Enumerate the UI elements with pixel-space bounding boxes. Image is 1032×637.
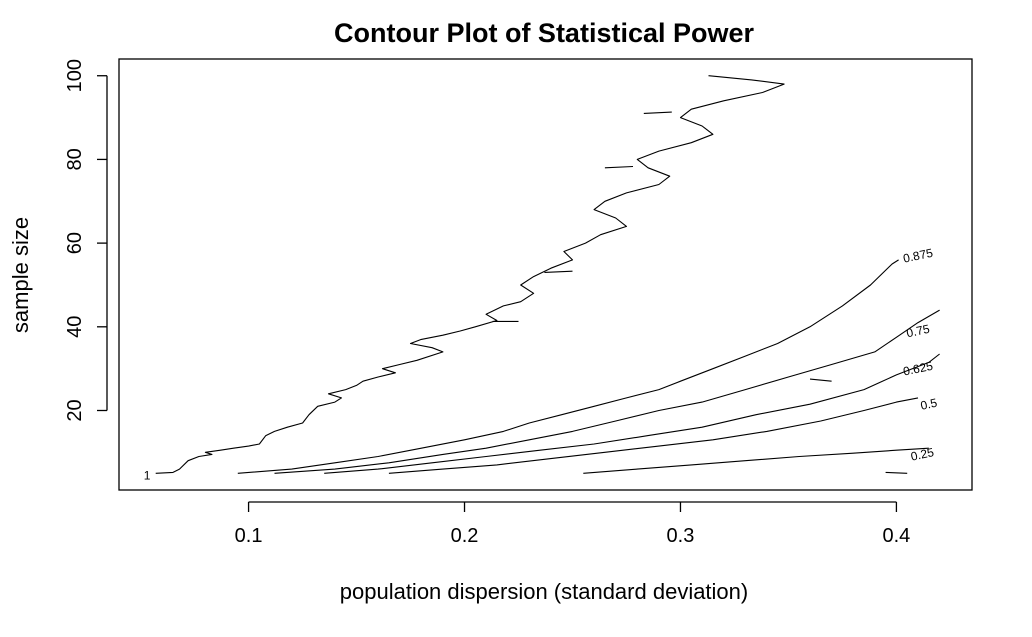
contour-lines bbox=[155, 75, 940, 474]
x-axis: 0.1 0.2 0.3 0.4 bbox=[235, 501, 911, 547]
contour-line-0-625 bbox=[809, 378, 832, 382]
contour-line-1 bbox=[155, 75, 785, 474]
contour-line-0-25 bbox=[583, 447, 929, 474]
y-axis-label: sample size bbox=[8, 217, 33, 333]
y-tick-label: 20 bbox=[64, 399, 86, 421]
contour-labels: 1 0.875 0.75 0.625 0.5 0.25 bbox=[144, 246, 939, 483]
x-tick-label: 0.2 bbox=[451, 525, 479, 547]
contour-label: 0.75 bbox=[905, 322, 931, 341]
x-axis-label: population dispersion (standard deviatio… bbox=[340, 579, 748, 604]
contour-line-0-875 bbox=[237, 259, 899, 474]
contour-label: 1 bbox=[144, 468, 151, 482]
y-tick-label: 60 bbox=[64, 232, 86, 254]
contour-line-1 bbox=[643, 111, 672, 114]
contour-label: 0.625 bbox=[902, 359, 935, 379]
chart-title: Contour Plot of Statistical Power bbox=[334, 18, 755, 48]
y-tick-label: 80 bbox=[64, 148, 86, 170]
contour-line-1 bbox=[604, 165, 634, 169]
contour-line-0-5 bbox=[388, 397, 919, 474]
x-tick-label: 0.1 bbox=[235, 525, 263, 547]
plot-frame bbox=[118, 58, 973, 491]
x-tick-label: 0.4 bbox=[883, 525, 911, 547]
contour-label: 0.5 bbox=[919, 396, 939, 413]
y-tick-label: 40 bbox=[64, 316, 86, 338]
y-axis: 20 40 60 80 100 bbox=[64, 59, 108, 422]
contour-label: 0.875 bbox=[902, 246, 935, 266]
y-tick-label: 100 bbox=[64, 59, 86, 92]
contour-label: 0.25 bbox=[909, 445, 935, 464]
x-tick-label: 0.3 bbox=[667, 525, 695, 547]
contour-line-0-75 bbox=[274, 309, 940, 474]
contour-line-0-625 bbox=[324, 353, 940, 474]
contour-line-0-25 bbox=[885, 471, 908, 474]
contour-line-1 bbox=[544, 270, 573, 273]
